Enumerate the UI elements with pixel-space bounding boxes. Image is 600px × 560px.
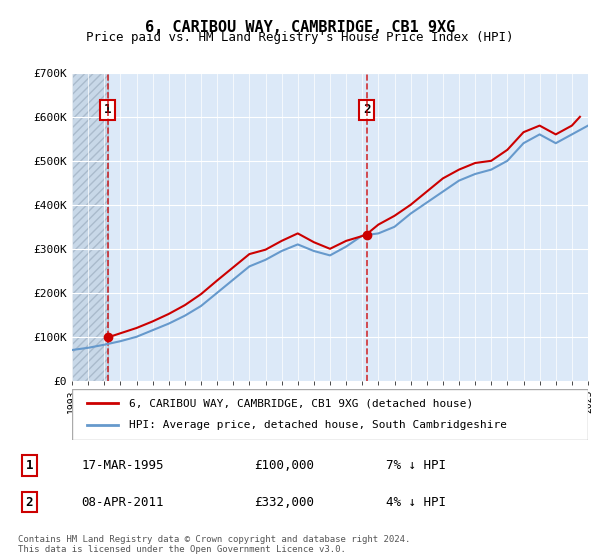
Text: Contains HM Land Registry data © Crown copyright and database right 2024.
This d: Contains HM Land Registry data © Crown c…	[18, 535, 410, 554]
Text: 08-APR-2011: 08-APR-2011	[81, 496, 164, 508]
Text: 2: 2	[363, 103, 370, 116]
FancyBboxPatch shape	[72, 389, 588, 440]
Text: 6, CARIBOU WAY, CAMBRIDGE, CB1 9XG: 6, CARIBOU WAY, CAMBRIDGE, CB1 9XG	[145, 20, 455, 35]
Text: 1: 1	[26, 459, 33, 472]
Text: 2: 2	[26, 496, 33, 508]
Text: 6, CARIBOU WAY, CAMBRIDGE, CB1 9XG (detached house): 6, CARIBOU WAY, CAMBRIDGE, CB1 9XG (deta…	[129, 398, 473, 408]
Text: £100,000: £100,000	[254, 459, 314, 472]
Text: 1: 1	[104, 103, 112, 116]
Text: £332,000: £332,000	[254, 496, 314, 508]
Text: 7% ↓ HPI: 7% ↓ HPI	[386, 459, 446, 472]
Text: HPI: Average price, detached house, South Cambridgeshire: HPI: Average price, detached house, Sout…	[129, 421, 507, 431]
Text: 17-MAR-1995: 17-MAR-1995	[81, 459, 164, 472]
Bar	[72, 73, 107, 381]
Text: Price paid vs. HM Land Registry's House Price Index (HPI): Price paid vs. HM Land Registry's House …	[86, 31, 514, 44]
Bar	[72, 73, 107, 381]
Text: 4% ↓ HPI: 4% ↓ HPI	[386, 496, 446, 508]
